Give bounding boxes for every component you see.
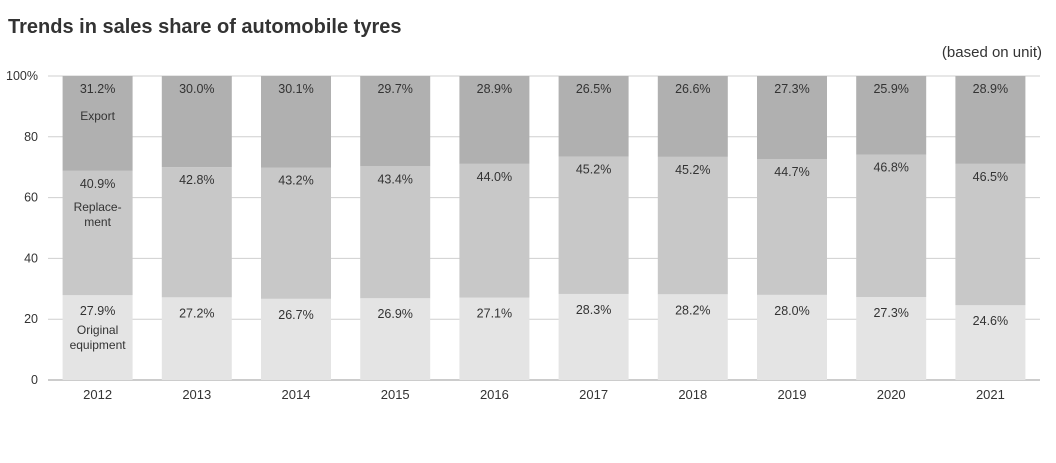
x-tick-label: 2012 [83, 387, 112, 402]
bar-segment [856, 76, 927, 155]
data-label: 28.3% [576, 303, 611, 317]
series-label: Replace- [74, 200, 122, 214]
y-tick-label: 100% [6, 69, 38, 83]
bar-segment [62, 295, 133, 380]
series-label: equipment [70, 338, 127, 352]
series-label: Export [80, 109, 115, 123]
bar-segment [757, 158, 827, 295]
data-label: 45.2% [576, 163, 611, 177]
x-tick-label: 2016 [480, 387, 509, 402]
bar-segment [62, 76, 133, 171]
bar-segment [261, 298, 331, 380]
y-tick-label: 80 [24, 130, 38, 144]
data-label: 46.8% [873, 161, 908, 175]
series-label: ment [84, 215, 111, 229]
data-label: 28.0% [774, 304, 809, 318]
bar-segment [360, 76, 431, 167]
unit-note: (based on unit) [941, 44, 1042, 61]
x-tick-label: 2020 [877, 387, 906, 402]
data-label: 44.7% [774, 165, 809, 179]
bar-segment [161, 297, 232, 380]
bar-segment [757, 76, 827, 159]
data-label: 28.2% [675, 303, 710, 317]
data-label: 46.5% [973, 170, 1008, 184]
bar-segment [757, 294, 827, 380]
bar-segment [360, 298, 431, 380]
x-tick-label: 2019 [778, 387, 807, 402]
bar-segment [657, 156, 728, 295]
data-label: 28.9% [973, 82, 1008, 96]
data-label: 30.0% [179, 82, 214, 96]
chart-title: Trends in sales share of automobile tyre… [8, 16, 402, 38]
y-tick-label: 20 [24, 312, 38, 326]
bar-segment [261, 167, 331, 299]
bar-segment [856, 154, 927, 298]
y-tick-label: 0 [31, 373, 38, 387]
bar-segment [558, 156, 629, 294]
y-tick-label: 60 [24, 191, 38, 205]
data-label: 40.9% [80, 177, 115, 191]
data-label: 30.1% [278, 82, 313, 96]
x-tick-label: 2013 [182, 387, 211, 402]
bar-segment [955, 163, 1026, 306]
data-label: 26.6% [675, 82, 710, 96]
data-label: 43.2% [278, 174, 313, 188]
bar-segment [360, 166, 431, 299]
data-label: 25.9% [873, 82, 908, 96]
bar-segment [856, 297, 927, 380]
data-label: 28.9% [477, 82, 512, 96]
y-tick-label: 40 [24, 251, 38, 265]
bar-segment [955, 76, 1026, 164]
bar-segment [558, 293, 629, 380]
x-tick-label: 2021 [976, 387, 1005, 402]
bar-segment [161, 167, 232, 298]
data-label: 27.1% [477, 307, 512, 321]
bar-segment [657, 76, 728, 157]
data-label: 27.3% [873, 306, 908, 320]
x-tick-label: 2014 [282, 387, 311, 402]
data-label: 42.8% [179, 173, 214, 187]
bar-segment [62, 170, 133, 296]
x-tick-label: 2018 [678, 387, 707, 402]
data-label: 24.6% [973, 314, 1008, 328]
data-label: 27.3% [774, 82, 809, 96]
data-label: 27.2% [179, 306, 214, 320]
data-label: 43.4% [377, 172, 412, 186]
data-label: 44.0% [477, 170, 512, 184]
bar-segment [161, 76, 232, 168]
bar-segment [657, 294, 728, 380]
bar-segment [459, 163, 530, 298]
data-label: 26.5% [576, 82, 611, 96]
bar-segment [955, 305, 1026, 380]
data-label: 31.2% [80, 82, 115, 96]
bar-segment [459, 76, 530, 164]
data-label: 26.9% [377, 307, 412, 321]
series-label: Original [77, 323, 118, 337]
data-label: 27.9% [80, 304, 115, 318]
x-tick-label: 2015 [381, 387, 410, 402]
bar-segment [261, 76, 331, 168]
data-label: 29.7% [377, 82, 412, 96]
bar-segment [459, 297, 530, 380]
bar-segment [558, 76, 629, 157]
data-label: 26.7% [278, 308, 313, 322]
x-tick-label: 2017 [579, 387, 608, 402]
data-label: 45.2% [675, 163, 710, 177]
